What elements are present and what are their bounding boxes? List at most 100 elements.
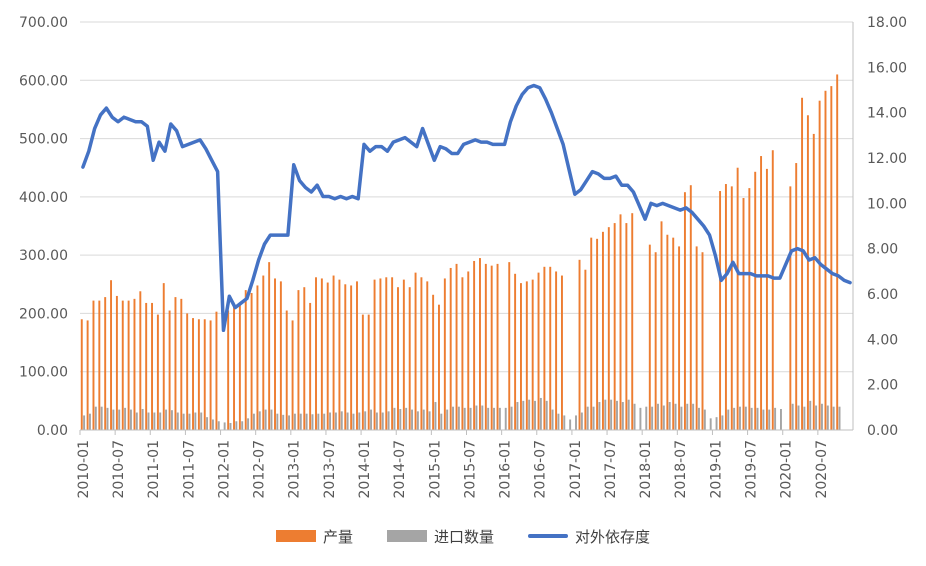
- bar-imports: [452, 406, 454, 430]
- bar-imports: [651, 406, 654, 430]
- legend-item-production[interactable]: 产量: [275, 526, 353, 547]
- x-tick-label: 2020-01: [779, 440, 795, 499]
- bar-imports: [762, 409, 765, 430]
- bar-imports: [317, 413, 320, 430]
- x-tick-label: 2011-07: [181, 440, 197, 499]
- bar-imports: [686, 403, 689, 430]
- y-left-tick-label: 600.00: [19, 73, 68, 89]
- bar-imports: [364, 411, 367, 430]
- bar-production: [420, 277, 423, 430]
- bar-imports: [288, 415, 291, 430]
- bar-production: [115, 295, 118, 430]
- bar-imports: [774, 407, 777, 430]
- x-tick-label: 2020-07: [814, 440, 830, 499]
- bar-imports: [498, 407, 501, 430]
- bar-imports: [645, 406, 648, 430]
- bar-production: [695, 246, 698, 430]
- bar-imports: [674, 403, 677, 430]
- bar-production: [584, 269, 587, 430]
- bar-production: [555, 271, 558, 430]
- bar-imports: [329, 412, 332, 430]
- bar-imports: [393, 407, 396, 430]
- bar-production: [274, 278, 276, 430]
- bar-production: [104, 297, 107, 430]
- bar-imports: [375, 412, 378, 430]
- bar-production: [180, 298, 183, 430]
- bar-imports: [223, 422, 226, 430]
- bar-production: [168, 310, 171, 430]
- x-tick-label: 2014-07: [392, 440, 408, 499]
- bar-imports: [604, 399, 607, 430]
- bar-imports: [118, 409, 121, 430]
- bar-production: [508, 262, 511, 430]
- bar-imports: [235, 421, 238, 430]
- y-left-tick-label: 500.00: [19, 132, 68, 148]
- bar-imports: [446, 409, 449, 430]
- bar-production: [326, 282, 329, 430]
- bar-production: [455, 263, 458, 430]
- bar-imports: [188, 413, 191, 430]
- y-left-tick-label: 400.00: [19, 190, 68, 206]
- y-right-tick-label: 16.00: [867, 60, 907, 76]
- bar-production: [631, 213, 634, 430]
- bar-imports: [633, 403, 636, 430]
- bar-production: [771, 150, 774, 430]
- bar-imports: [141, 409, 144, 430]
- bar-imports: [627, 399, 630, 430]
- legend-item-imports[interactable]: 进口数量: [386, 526, 494, 547]
- bar-production: [765, 168, 768, 430]
- bar-production: [367, 314, 370, 430]
- bar-imports: [129, 409, 132, 430]
- bar-production: [619, 214, 622, 430]
- bar-production: [297, 290, 300, 430]
- bar-production: [127, 300, 130, 430]
- bar-production: [607, 227, 610, 430]
- y-right-tick-label: 0.00: [867, 423, 898, 439]
- y-left-tick-label: 0.00: [37, 423, 68, 439]
- bar-imports: [610, 399, 613, 430]
- bar-production: [467, 271, 470, 430]
- bar-imports: [405, 407, 408, 430]
- bar-imports: [159, 412, 162, 430]
- bar-imports: [258, 411, 261, 430]
- y-right-tick-label: 8.00: [867, 242, 898, 258]
- legend-item-dependence[interactable]: 对外依存度: [528, 526, 650, 547]
- bar-production: [795, 163, 798, 430]
- bar-production: [361, 314, 364, 430]
- bar-production: [806, 115, 809, 430]
- bar-imports: [165, 409, 168, 430]
- bar-imports: [803, 406, 806, 430]
- bar-imports: [698, 407, 700, 430]
- y-right-tick-label: 2.00: [867, 378, 898, 394]
- bar-production: [209, 320, 212, 430]
- bar-imports: [662, 405, 665, 430]
- bar-imports: [809, 400, 812, 430]
- bar-imports: [575, 415, 577, 430]
- line-dependence: [81, 83, 852, 333]
- bar-imports: [569, 419, 572, 430]
- bar-production: [678, 246, 681, 430]
- x-tick-label: 2016-01: [498, 440, 514, 499]
- bar-production: [660, 221, 663, 430]
- bar-production: [92, 300, 95, 430]
- line-series: [81, 83, 852, 333]
- bar-imports: [621, 402, 624, 430]
- x-tick-label: 2019-01: [708, 440, 724, 499]
- bar-imports: [680, 406, 683, 430]
- bar-imports: [826, 405, 829, 430]
- bar-production: [309, 302, 312, 430]
- bar-imports: [510, 406, 513, 430]
- bar-imports: [334, 412, 337, 430]
- bar-imports: [211, 419, 214, 430]
- x-tick-label: 2012-07: [252, 440, 268, 499]
- y-left-tick-label: 200.00: [19, 306, 68, 322]
- bar-imports: [88, 413, 91, 430]
- x-tick-label: 2012-01: [216, 440, 232, 499]
- x-tick-label: 2010-01: [76, 440, 92, 499]
- bar-imports: [563, 415, 566, 430]
- legend-label-imports: 进口数量: [433, 527, 494, 546]
- bar-imports: [528, 399, 531, 430]
- bar-production: [338, 279, 341, 430]
- bar-production: [812, 133, 815, 430]
- bar-imports: [135, 412, 138, 430]
